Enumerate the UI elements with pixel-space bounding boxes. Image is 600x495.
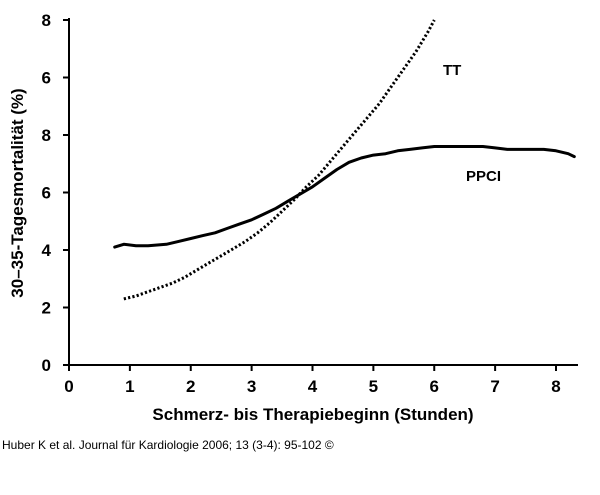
y-tick-label: 2 bbox=[42, 299, 51, 318]
x-tick-label: 0 bbox=[64, 377, 73, 396]
series-label-ppci: PPCI bbox=[466, 168, 501, 185]
source-caption: Huber K et al. Journal für Kardiologie 2… bbox=[2, 438, 334, 452]
y-tick-label: 4 bbox=[42, 241, 52, 260]
series-label-tt: TT bbox=[443, 62, 461, 79]
ticks: 0 2 4 6 8 6 8 0 1 2 3 4 5 6 7 8 bbox=[42, 11, 561, 396]
x-tick-label: 1 bbox=[125, 377, 134, 396]
x-axis-title: Schmerz- bis Therapiebeginn (Stunden) bbox=[152, 405, 473, 424]
x-tick-label: 8 bbox=[551, 377, 560, 396]
x-tick-label: 2 bbox=[186, 377, 195, 396]
axes bbox=[68, 18, 578, 366]
y-tick-label: 0 bbox=[42, 356, 51, 375]
mortality-chart: 0 2 4 6 8 6 8 0 1 2 3 4 5 6 7 8 Schmerz- bis Therapiebe… bbox=[8, 11, 578, 424]
y-tick-label: 6 bbox=[42, 69, 51, 88]
series-layer bbox=[113, 19, 576, 301]
series-line-ppci bbox=[113, 145, 576, 249]
y-tick-label: 8 bbox=[42, 11, 51, 30]
y-tick-label: 8 bbox=[42, 126, 51, 145]
y-tick-label: 6 bbox=[42, 184, 51, 203]
x-tick-label: 5 bbox=[369, 377, 378, 396]
x-tick-label: 3 bbox=[247, 377, 256, 396]
x-tick-label: 7 bbox=[490, 377, 499, 396]
y-axis-title: 30–35-Tagesmortalität (%) bbox=[8, 88, 27, 297]
x-tick-label: 6 bbox=[430, 377, 439, 396]
series-line-tt bbox=[123, 19, 436, 301]
x-tick-label: 4 bbox=[308, 377, 318, 396]
